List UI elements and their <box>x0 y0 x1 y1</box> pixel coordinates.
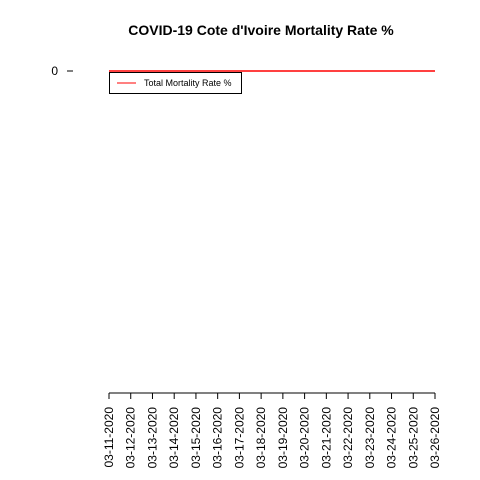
x-tick-label: 03-17-2020 <box>232 407 246 469</box>
x-tick-label: 03-13-2020 <box>145 407 159 469</box>
y-tick-label: 0 <box>51 64 58 78</box>
x-tick-label: 03-12-2020 <box>124 407 138 469</box>
x-tick-label: 03-22-2020 <box>341 407 355 469</box>
x-tick-label: 03-21-2020 <box>319 407 333 469</box>
legend-box <box>109 72 242 94</box>
x-tick-label: 03-26-2020 <box>428 407 442 469</box>
x-tick-label: 03-25-2020 <box>406 407 420 469</box>
x-tick-label: 03-24-2020 <box>385 407 399 469</box>
x-tick-label: 03-16-2020 <box>211 407 225 469</box>
x-tick-label: 03-20-2020 <box>298 407 312 469</box>
x-tick-label: 03-23-2020 <box>363 407 377 469</box>
x-tick-label: 03-11-2020 <box>102 407 116 468</box>
chart-title: COVID-19 Cote d'Ivoire Mortality Rate % <box>128 22 394 38</box>
x-tick-label: 03-14-2020 <box>167 407 181 469</box>
legend-label: Total Mortality Rate % <box>144 78 232 88</box>
x-tick-label: 03-18-2020 <box>254 407 268 469</box>
x-axis: 03-11-2020 03-12-2020 03-13-2020 03-14-2020… <box>102 392 442 469</box>
legend: Total Mortality Rate % <box>109 72 242 94</box>
y-axis: 0 <box>51 64 73 78</box>
x-tick-label: 03-15-2020 <box>189 407 203 469</box>
x-tick-label: 03-19-2020 <box>276 407 290 469</box>
